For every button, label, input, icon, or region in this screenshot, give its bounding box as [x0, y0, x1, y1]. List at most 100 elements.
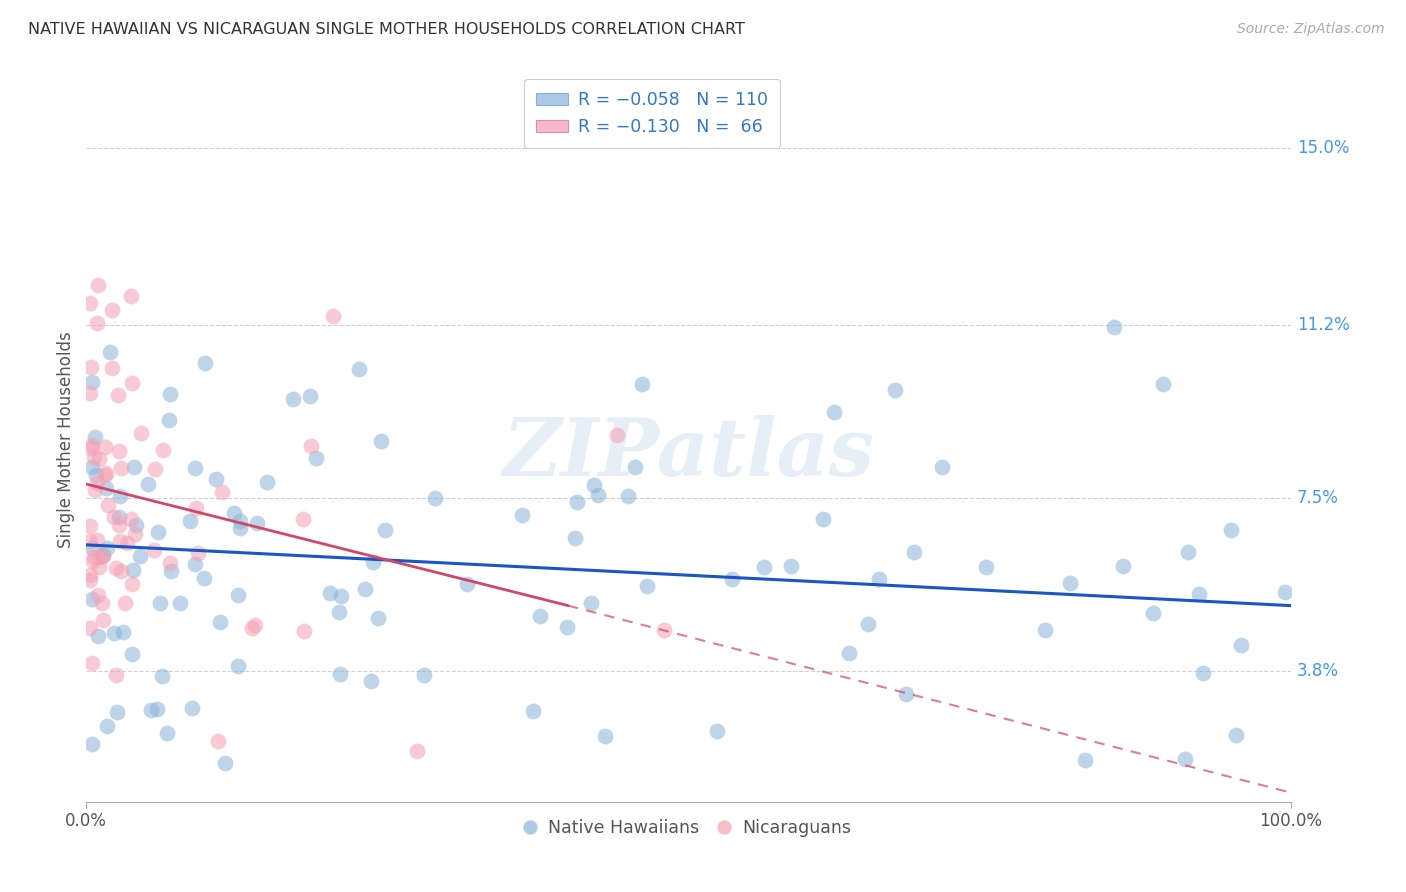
Point: [128, 549, 150, 563]
Point: [159, 564, 181, 578]
Point: [157, 413, 180, 427]
Point: [79, 534, 101, 549]
Point: [111, 624, 134, 639]
Point: [184, 500, 207, 515]
Point: [117, 536, 139, 550]
Point: [214, 756, 236, 770]
Point: [374, 524, 396, 538]
Point: [194, 356, 217, 370]
Y-axis label: Single Mother Households: Single Mother Households: [58, 331, 75, 548]
Point: [82, 438, 104, 452]
Point: [97, 498, 120, 512]
Point: [121, 647, 143, 661]
Point: [143, 543, 166, 558]
Point: [1142, 606, 1164, 620]
Point: [412, 668, 434, 682]
Point: [974, 560, 997, 574]
Legend: Native Hawaiians, Nicaraguans: Native Hawaiians, Nicaraguans: [519, 812, 859, 844]
Point: [143, 462, 166, 476]
Point: [83, 450, 105, 465]
Point: [82, 591, 104, 606]
Point: [631, 376, 654, 391]
Point: [82, 737, 104, 751]
Point: [180, 701, 202, 715]
Point: [87, 629, 110, 643]
Point: [120, 512, 142, 526]
Point: [752, 560, 775, 574]
Point: [110, 460, 132, 475]
Point: [868, 572, 890, 586]
Point: [187, 546, 209, 560]
Point: [299, 439, 322, 453]
Point: [1274, 584, 1296, 599]
Point: [229, 514, 252, 528]
Point: [82, 553, 104, 567]
Point: [1187, 586, 1209, 600]
Point: [120, 289, 142, 303]
Point: [360, 673, 382, 688]
Point: [184, 557, 207, 571]
Point: [107, 388, 129, 402]
Point: [84, 430, 107, 444]
Point: [91, 614, 114, 628]
Point: [79, 385, 101, 400]
Point: [108, 533, 131, 548]
Text: 11.2%: 11.2%: [1296, 316, 1350, 334]
Point: [292, 624, 315, 638]
Point: [93, 549, 115, 564]
Point: [149, 595, 172, 609]
Point: [159, 387, 181, 401]
Text: 15.0%: 15.0%: [1296, 138, 1350, 157]
Point: [1102, 320, 1125, 334]
Point: [104, 561, 127, 575]
Point: [894, 687, 917, 701]
Point: [79, 573, 101, 587]
Point: [291, 511, 314, 525]
Point: [529, 608, 551, 623]
Point: [79, 295, 101, 310]
Point: [838, 646, 860, 660]
Point: [1220, 524, 1243, 538]
Point: [83, 550, 105, 565]
Point: [80, 359, 103, 374]
Point: [96, 481, 118, 495]
Point: [583, 478, 606, 492]
Text: Source: ZipAtlas.com: Source: ZipAtlas.com: [1237, 22, 1385, 37]
Point: [883, 383, 905, 397]
Point: [555, 620, 578, 634]
Point: [652, 623, 675, 637]
Point: [79, 567, 101, 582]
Point: [136, 477, 159, 491]
Point: [330, 590, 353, 604]
Point: [152, 443, 174, 458]
Point: [1225, 728, 1247, 742]
Point: [84, 468, 107, 483]
Point: [510, 508, 533, 522]
Point: [82, 375, 104, 389]
Point: [226, 659, 249, 673]
Point: [367, 611, 389, 625]
Point: [96, 718, 118, 732]
Point: [79, 519, 101, 533]
Point: [903, 545, 925, 559]
Point: [205, 472, 228, 486]
Point: [813, 512, 835, 526]
Point: [96, 467, 118, 481]
Point: [211, 485, 233, 500]
Point: [246, 516, 269, 530]
Point: [354, 582, 377, 597]
Point: [456, 577, 478, 591]
Point: [193, 571, 215, 585]
Point: [100, 360, 122, 375]
Point: [124, 518, 146, 533]
Point: [108, 510, 131, 524]
Point: [370, 434, 392, 448]
Point: [86, 277, 108, 292]
Point: [226, 588, 249, 602]
Point: [82, 541, 104, 556]
Point: [82, 459, 104, 474]
Point: [122, 563, 145, 577]
Point: [145, 702, 167, 716]
Point: [321, 309, 343, 323]
Point: [329, 667, 352, 681]
